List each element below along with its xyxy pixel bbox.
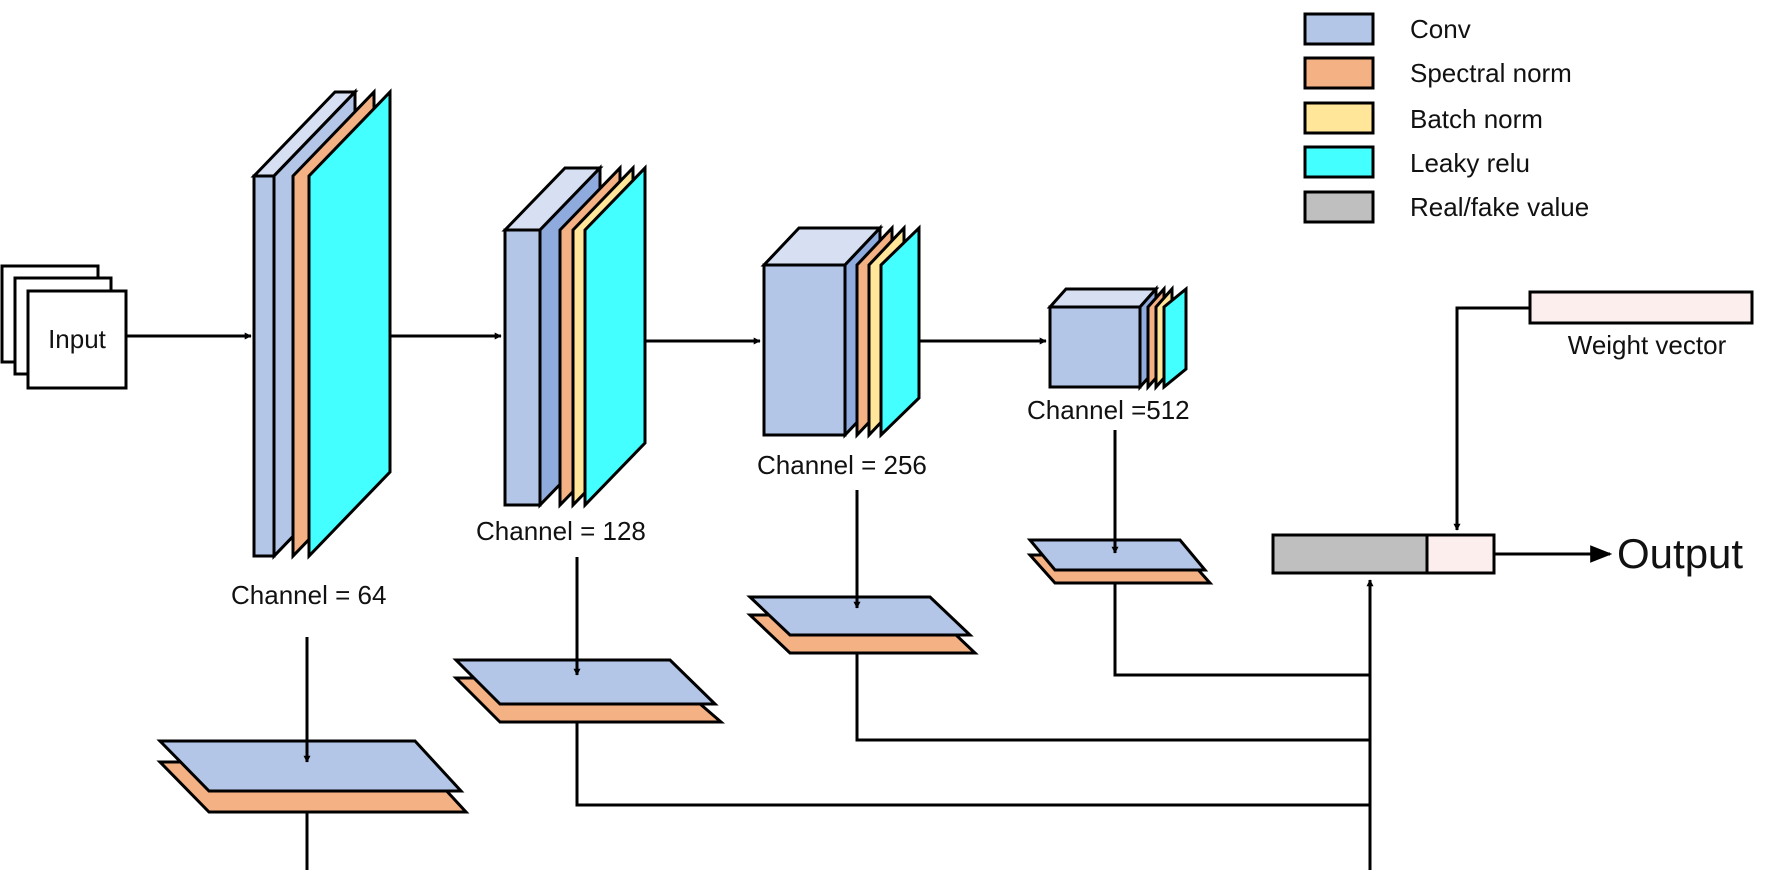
input-label: Input [48, 324, 107, 354]
arrow-weight-vector [1453, 306, 1530, 531]
connector-plane3 [855, 653, 1370, 742]
channel-label-64: Channel = 64 [231, 580, 386, 610]
feature-plane-2 [452, 658, 726, 724]
connector-plane2 [575, 722, 1370, 807]
weight-vector-label: Weight vector [1568, 330, 1727, 360]
weight-vector-bar [1528, 290, 1754, 325]
conv-block-2 [501, 164, 647, 509]
feature-plane-3 [746, 595, 979, 655]
output-label: Output [1617, 530, 1743, 577]
weight-value-bar [1425, 533, 1496, 575]
channel-label-256: Channel = 256 [757, 450, 927, 480]
conv-block-1 [250, 88, 392, 560]
legend-swatch-real-fake [1303, 190, 1375, 224]
conv-block-4 [1046, 285, 1188, 391]
connector-plane1 [305, 812, 309, 870]
connector-plane4 [1113, 583, 1370, 677]
legend-label-leaky-relu: Leaky relu [1410, 148, 1530, 178]
legend-label-real-fake: Real/fake value [1410, 192, 1589, 222]
feature-plane-4 [1026, 538, 1214, 585]
conv-block-3 [760, 224, 921, 439]
legend-swatch-batch-norm [1303, 101, 1375, 135]
channel-label-512: Channel =512 [1027, 395, 1190, 425]
legend-swatch-leaky-relu [1303, 145, 1375, 179]
channel-label-128: Channel = 128 [476, 516, 646, 546]
feature-plane-1 [156, 739, 470, 814]
input-node: Input [0, 264, 128, 390]
legend: Conv Spectral norm Batch norm Leaky relu… [1303, 12, 1589, 224]
legend-label-batch-norm: Batch norm [1410, 104, 1543, 134]
legend-label-conv: Conv [1410, 14, 1471, 44]
legend-swatch-spectral-norm [1303, 56, 1375, 90]
legend-swatch-conv [1303, 12, 1375, 46]
real-fake-value-bar [1271, 533, 1429, 575]
legend-label-spectral-norm: Spectral norm [1410, 58, 1572, 88]
